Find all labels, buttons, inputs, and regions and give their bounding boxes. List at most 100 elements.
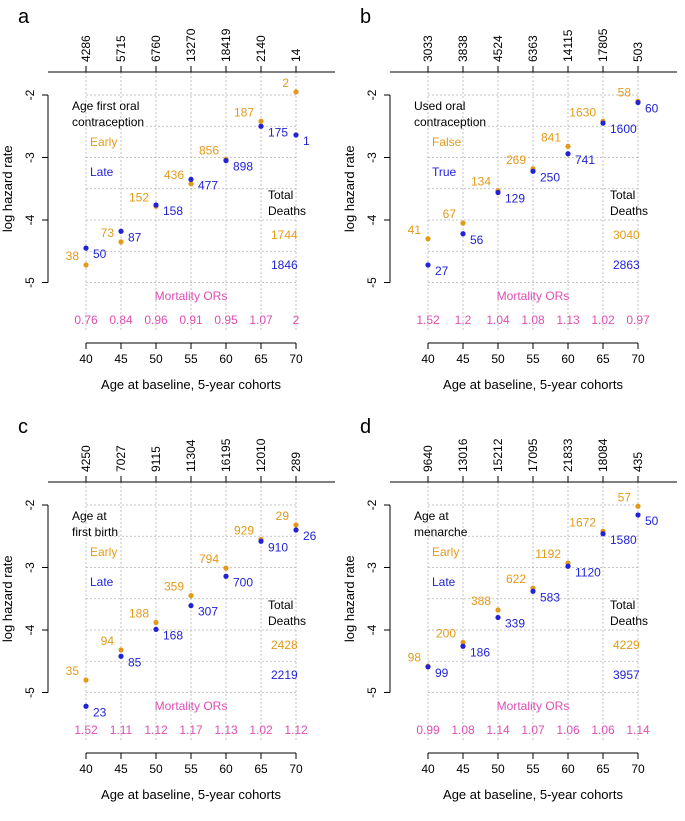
data-point-late <box>118 653 124 659</box>
mortality-or-value: 1.14 <box>486 723 510 737</box>
y-tick-label: -2 <box>23 499 37 510</box>
data-label-early: 200 <box>436 627 456 641</box>
data-label-late: 23 <box>93 705 107 719</box>
x-tick-label: 40 <box>421 762 435 776</box>
mortality-or-value: 1.14 <box>626 723 650 737</box>
data-point-late <box>425 664 431 670</box>
data-label-early: 35 <box>66 664 80 678</box>
data-label-early: 2 <box>282 76 289 90</box>
mortality-or-value: 0.76 <box>74 313 98 327</box>
x-tick-label: 60 <box>561 762 575 776</box>
legend-title: contraception <box>414 115 486 129</box>
panel-letter: d <box>360 416 371 438</box>
data-label-early: 794 <box>199 552 219 566</box>
data-label-early: 38 <box>66 249 80 263</box>
mortality-or-value: 1.11 <box>110 723 133 737</box>
x-tick-label: 60 <box>561 352 575 366</box>
x-axis-title: Age at baseline, 5-year cohorts <box>443 377 623 392</box>
data-point-early <box>188 593 194 599</box>
data-label-late: 129 <box>505 192 525 206</box>
mortality-or-title: Mortality ORs <box>155 289 228 303</box>
x-tick-label: 55 <box>184 762 198 776</box>
x-tick-label: 50 <box>491 352 505 366</box>
panel-b: b 3033 3838 4524 6363 14115 17805 503 40 45 50 55 60… <box>342 6 677 392</box>
total-deaths-late: 2863 <box>613 258 640 272</box>
data-label-late: 56 <box>470 233 484 247</box>
mortality-or-value: 1.17 <box>179 723 203 737</box>
y-tick-label: -4 <box>23 624 37 635</box>
data-point-late <box>188 603 194 609</box>
data-label-early: 388 <box>471 594 491 608</box>
y-tick-label: -2 <box>23 89 37 100</box>
data-label-late: 87 <box>128 230 142 244</box>
data-point-early <box>83 262 89 268</box>
data-label-late: 158 <box>163 204 183 218</box>
total-deaths-heading: Total <box>610 598 635 612</box>
top-axis-count-label: 17805 <box>596 28 610 62</box>
data-point-late <box>565 563 571 569</box>
mortality-or-value: 1.12 <box>144 723 168 737</box>
data-point-early <box>223 565 229 571</box>
top-axis-count-label: 435 <box>631 452 645 472</box>
x-tick-label: 55 <box>184 352 198 366</box>
total-deaths-early: 4229 <box>613 638 640 652</box>
data-point-early <box>460 639 466 646</box>
data-label-late: 175 <box>268 125 288 139</box>
mortality-or-value: 1.52 <box>416 313 440 327</box>
data-label-early: 436 <box>164 168 184 182</box>
data-label-early: 269 <box>506 153 526 167</box>
mortality-or-value: 1.07 <box>521 723 545 737</box>
data-label-late: 99 <box>435 666 449 680</box>
panel-letter: a <box>18 6 30 28</box>
x-tick-label: 55 <box>526 352 540 366</box>
panel-a: a 4286 5715 6760 13270 18419 2140 14 40 45 50 55 60 6… <box>0 6 335 392</box>
mortality-or-value: 1.08 <box>451 723 475 737</box>
data-label-early: 29 <box>276 509 290 523</box>
data-point-early <box>425 236 431 242</box>
data-point-late <box>293 132 299 138</box>
panel-d: d 9640 13016 15212 17095 21833 18084 435 40 45 50 5… <box>342 416 677 802</box>
mortality-or-value: 1.2 <box>455 313 472 327</box>
x-tick-label: 70 <box>631 352 645 366</box>
panel-letter: b <box>360 6 371 28</box>
data-label-early: 67 <box>443 207 457 221</box>
x-tick-label: 40 <box>79 762 93 776</box>
x-tick-label: 40 <box>421 352 435 366</box>
legend-title: menarche <box>414 525 468 539</box>
legend-title: Age at <box>414 509 449 523</box>
top-axis-count-label: 289 <box>289 452 303 472</box>
x-tick-label: 65 <box>254 762 268 776</box>
data-label-early: 1630 <box>569 105 596 119</box>
data-point-early <box>460 220 466 226</box>
data-label-early: 134 <box>471 175 491 189</box>
y-tick-label: -4 <box>365 624 379 635</box>
total-deaths-heading: Deaths <box>610 204 648 218</box>
data-point-late <box>223 573 229 579</box>
mortality-or-value: 1.13 <box>214 723 238 737</box>
data-label-early: 58 <box>618 85 632 99</box>
legend-entry-early: Early <box>90 135 117 149</box>
data-point-late <box>153 202 159 208</box>
top-axis-count-label: 13270 <box>184 28 198 62</box>
mortality-or-value: 0.96 <box>144 313 168 327</box>
legend-entry-early: Early <box>432 545 459 559</box>
top-axis-count-label: 15212 <box>491 438 505 472</box>
legend-title: Age first oral <box>72 99 139 113</box>
data-point-early <box>153 619 159 626</box>
total-deaths-late: 1846 <box>271 258 298 272</box>
data-point-early <box>565 143 571 149</box>
data-label-late: 50 <box>645 514 659 528</box>
mortality-or-title: Mortality ORs <box>155 699 228 713</box>
data-point-late <box>83 703 89 709</box>
data-point-late <box>258 538 264 544</box>
data-point-early <box>83 677 89 683</box>
total-deaths-late: 2219 <box>271 668 298 682</box>
top-axis-count-label: 4524 <box>491 35 505 62</box>
x-tick-label: 55 <box>526 762 540 776</box>
mortality-or-value: 1.06 <box>556 723 580 737</box>
total-deaths-early: 2428 <box>271 638 298 652</box>
top-axis-count-label: 12010 <box>254 438 268 472</box>
data-point-late <box>600 531 606 537</box>
mortality-or-value: 1.06 <box>591 723 615 737</box>
data-point-late <box>258 123 264 129</box>
